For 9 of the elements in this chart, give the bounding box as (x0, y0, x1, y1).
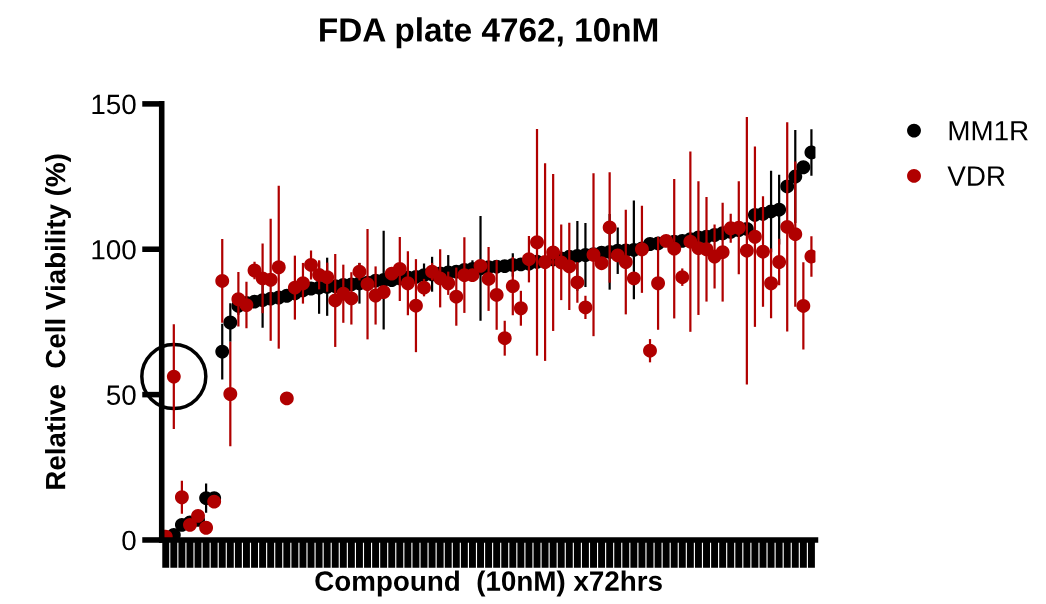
x-axis-title: Compound (10nM) x72hrs (315, 570, 662, 597)
y-tick-label: 100 (92, 239, 136, 260)
y-axis-title: Relative Cell Viability (%) (45, 154, 71, 489)
y-tick-label: 0 (122, 530, 136, 551)
legend-label: VDR (947, 166, 1005, 186)
chart-title: FDA plate 4762, 10nM (320, 17, 658, 49)
y-tick-label: 150 (92, 94, 136, 115)
legend-label: MM1R (949, 121, 1028, 141)
y-tick-label: 50 (106, 385, 136, 405)
